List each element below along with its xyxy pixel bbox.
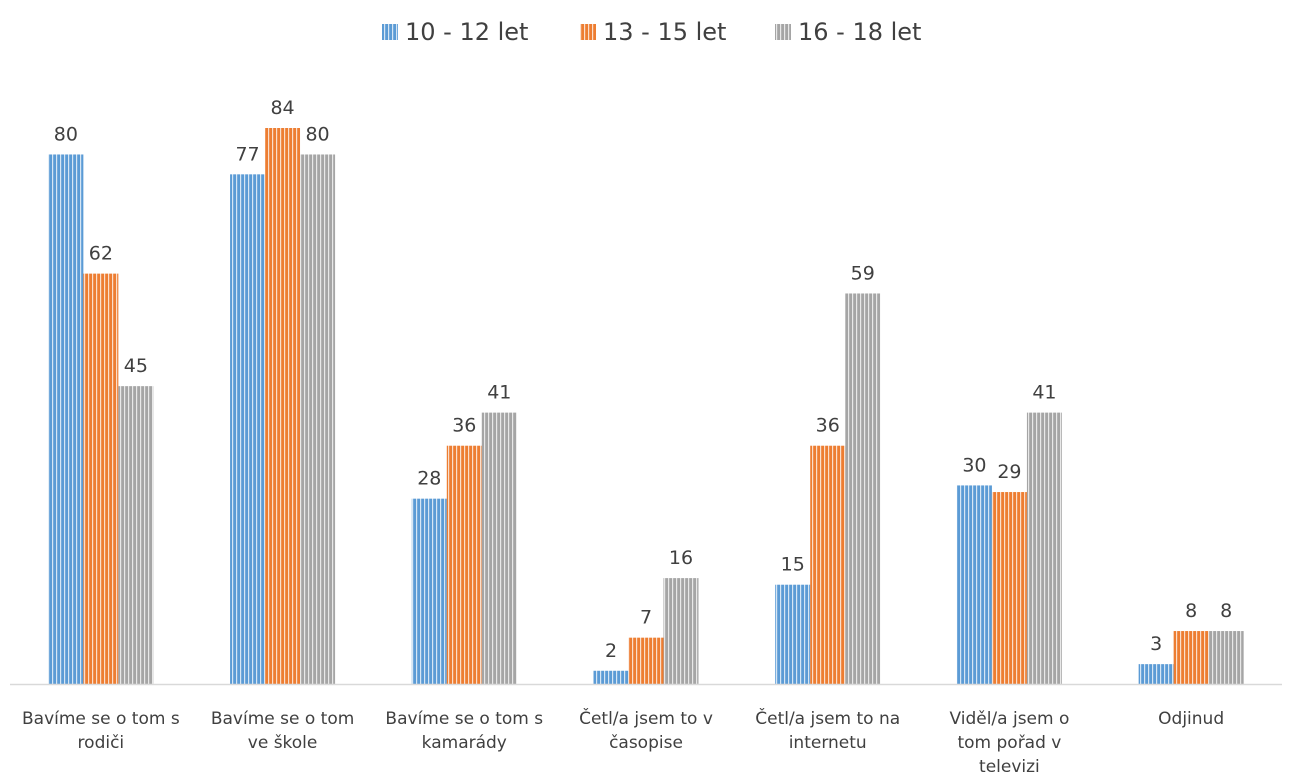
- bar-13to15let-cat3: [446, 445, 482, 684]
- bar-13to15let-cat2: [265, 128, 301, 684]
- bar-16to18let-cat6: [1026, 412, 1062, 684]
- data-label: 36: [816, 415, 840, 437]
- bar-10to12let-cat7: [1138, 664, 1174, 684]
- category-label: Bavíme se o tom s: [385, 709, 543, 729]
- data-label: 2: [605, 640, 617, 662]
- data-label: 3: [1150, 633, 1162, 655]
- bar-16to18let-cat3: [481, 412, 517, 684]
- category-label: internetu: [789, 733, 867, 753]
- data-label: 80: [305, 123, 329, 145]
- data-label: 29: [997, 461, 1021, 483]
- category-label: kamarády: [422, 733, 507, 753]
- bars: [48, 128, 1244, 685]
- bar-10to12let-cat2: [230, 174, 266, 685]
- data-label: 7: [640, 607, 652, 629]
- bar-10to12let-cat6: [956, 485, 992, 684]
- legend: 10 - 12 let 13 - 15 let 16 - 18 let: [382, 18, 921, 46]
- data-label: 84: [270, 97, 294, 119]
- category-label: Četl/a jsem to na: [755, 707, 900, 729]
- category-label: Viděl/a jsem o: [949, 709, 1069, 729]
- legend-label: 10 - 12 let: [405, 18, 528, 46]
- bar-13to15let-cat5: [810, 445, 846, 684]
- bar-13to15let-cat1: [83, 273, 119, 684]
- data-label: 80: [54, 123, 78, 145]
- legend-swatch: [580, 24, 596, 40]
- bar-16to18let-cat4: [663, 578, 699, 684]
- category-label: Bavíme se o tom s: [22, 709, 180, 729]
- bar-10to12let-cat1: [48, 154, 84, 684]
- data-label: 77: [235, 143, 259, 165]
- category-label: Bavíme se o tom: [211, 709, 354, 729]
- data-label: 28: [417, 468, 441, 490]
- data-label: 8: [1185, 600, 1197, 622]
- bar-13to15let-cat6: [991, 492, 1027, 684]
- category-label: tom pořad v: [957, 733, 1061, 753]
- bar-16to18let-cat7: [1208, 631, 1244, 684]
- bar-16to18let-cat1: [118, 386, 154, 684]
- data-label: 30: [962, 454, 986, 476]
- data-label: 45: [124, 355, 148, 377]
- legend-swatch: [382, 24, 398, 40]
- data-label: 15: [781, 554, 805, 576]
- bar-16to18let-cat5: [845, 293, 881, 684]
- bar-10to12let-cat4: [593, 670, 629, 684]
- legend-label: 16 - 18 let: [798, 18, 921, 46]
- category-label: rodiči: [78, 733, 125, 753]
- data-label: 8: [1220, 600, 1232, 622]
- data-label: 16: [669, 547, 693, 569]
- bar-13to15let-cat4: [628, 637, 664, 684]
- category-label: Četl/a jsem to v: [579, 707, 713, 729]
- bar-10to12let-cat5: [775, 584, 811, 684]
- data-label: 59: [851, 262, 875, 284]
- data-label: 41: [1032, 382, 1056, 404]
- legend-swatch: [775, 24, 791, 40]
- data-labels: 80 62 45 77 84 80 28 36 41 2 7 16 15 36 59 30 29 41 3 8 8: [54, 97, 1232, 662]
- data-label: 62: [89, 243, 113, 265]
- bar-16to18let-cat2: [300, 154, 336, 684]
- category-label: Odjinud: [1158, 709, 1224, 729]
- category-label: časopise: [609, 733, 683, 753]
- bar-13to15let-cat7: [1173, 631, 1209, 684]
- category-labels: Bavíme se o tom s rodiči Bavíme se o tom ve…: [22, 707, 1224, 777]
- bar-10to12let-cat3: [411, 498, 447, 684]
- category-label: televizi: [979, 757, 1040, 777]
- data-label: 36: [452, 415, 476, 437]
- data-label: 41: [487, 382, 511, 404]
- legend-label: 13 - 15 let: [603, 18, 726, 46]
- category-label: ve škole: [248, 733, 318, 753]
